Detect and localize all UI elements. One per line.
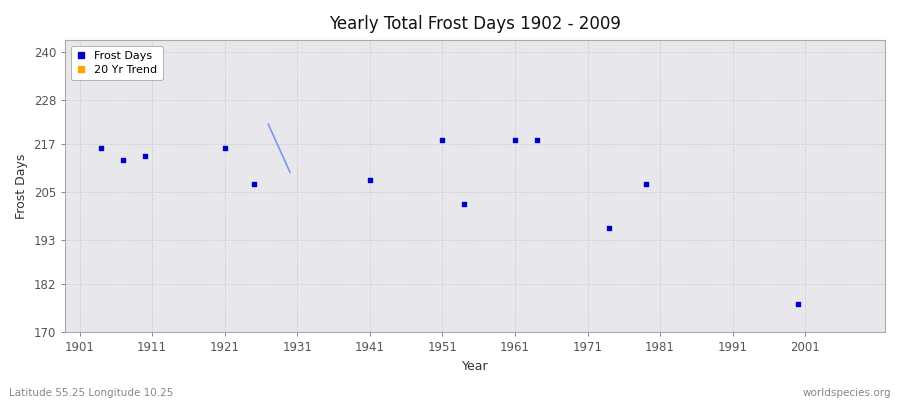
Point [94,145,109,152]
Y-axis label: Frost Days: Frost Days [15,154,28,219]
X-axis label: Year: Year [462,360,489,373]
Point [138,153,152,160]
Point [508,137,522,144]
Point [457,201,472,208]
Point [791,301,806,308]
Text: worldspecies.org: worldspecies.org [803,388,891,398]
Title: Yearly Total Frost Days 1902 - 2009: Yearly Total Frost Days 1902 - 2009 [329,15,621,33]
Point [529,137,544,144]
Point [436,137,450,144]
Point [602,225,616,232]
Point [116,157,130,164]
Point [247,181,261,188]
Legend: Frost Days, 20 Yr Trend: Frost Days, 20 Yr Trend [70,46,163,80]
Text: Latitude 55.25 Longitude 10.25: Latitude 55.25 Longitude 10.25 [9,388,174,398]
Point [363,177,377,184]
Point [638,181,652,188]
Point [218,145,232,152]
